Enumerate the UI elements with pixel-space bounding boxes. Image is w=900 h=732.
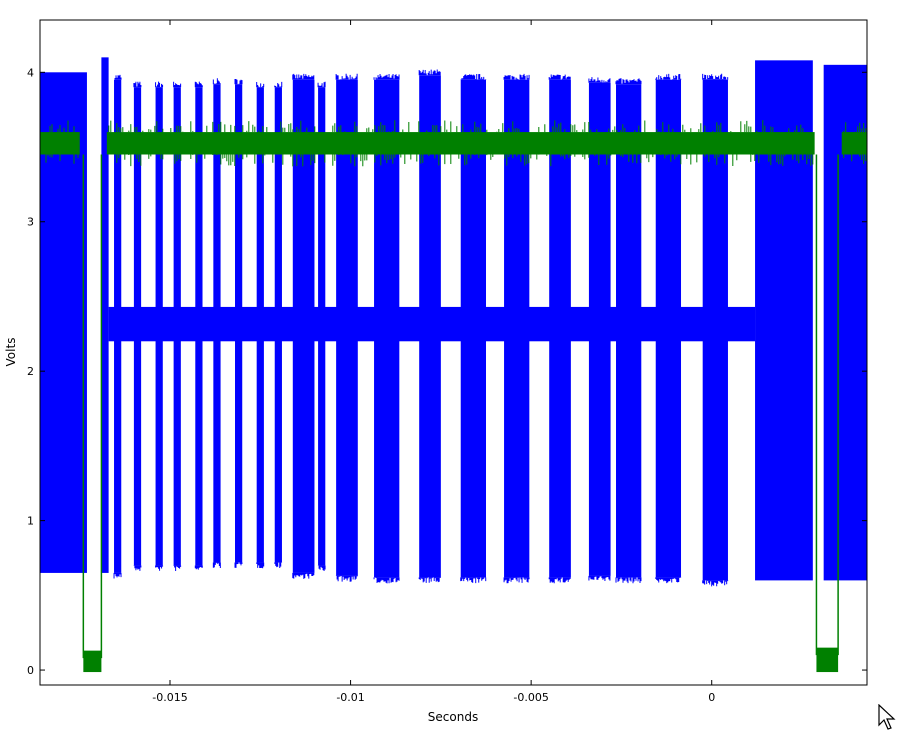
plot-background	[40, 20, 867, 685]
x-tick-label: -0.015	[152, 691, 187, 704]
blue-pulse-noise	[292, 73, 315, 579]
blue-pulse-noise	[335, 73, 358, 582]
blue-pulse-noise	[234, 78, 243, 568]
blue-pulse	[336, 79, 358, 576]
blue-pulse-noise	[133, 81, 142, 571]
blue-pulse-noise	[702, 73, 729, 587]
blue-pulse	[702, 79, 728, 581]
blue-pulse-noise	[173, 81, 182, 571]
blue-pulse-noise	[274, 81, 283, 568]
blue-pulse-noise	[194, 81, 203, 570]
series-blue	[40, 57, 867, 587]
blue-pulse	[133, 87, 142, 566]
blue-pulse-noise	[655, 73, 682, 584]
blue-pulse	[419, 75, 441, 578]
green-noise	[108, 120, 814, 167]
blue-pulse	[549, 79, 571, 578]
mouse-pointer-icon	[878, 704, 896, 730]
y-axis: 0 1 2 3 4	[27, 66, 867, 677]
blue-pulse-noise	[615, 78, 642, 584]
blue-pulse	[588, 82, 611, 576]
blue-pulse	[173, 87, 181, 566]
green-high-segment	[106, 132, 815, 155]
x-axis-title: Seconds	[428, 710, 478, 724]
green-noise	[843, 122, 867, 164]
y-tick-label: 1	[27, 515, 34, 528]
blue-block	[40, 72, 87, 573]
blue-pulse-noise	[503, 73, 530, 584]
y-tick-label: 3	[27, 216, 34, 229]
green-low-segment	[816, 647, 839, 673]
blue-pulse	[213, 84, 221, 563]
blue-pulse-noise	[588, 77, 611, 581]
y-tick-label: 0	[27, 664, 34, 677]
series-green	[39, 120, 867, 673]
blue-pulse	[155, 87, 163, 566]
blue-pulse	[655, 79, 682, 578]
blue-pulse-noise	[548, 74, 571, 584]
x-tick-label: 0	[708, 691, 715, 704]
blue-pulse	[256, 87, 264, 563]
blue-pulse	[195, 87, 203, 566]
blue-pulse-noise	[155, 81, 164, 571]
blue-pulse	[114, 79, 122, 573]
green-high-segment	[841, 132, 867, 155]
blue-pulse-noise	[373, 74, 400, 584]
y-axis-title: Volts	[4, 338, 18, 367]
blue-pulse-noise	[418, 69, 441, 583]
x-tick-label: -0.01	[336, 691, 364, 704]
blue-pulse	[616, 84, 642, 578]
blue-pulse	[235, 84, 243, 563]
y-tick-label: 2	[27, 365, 34, 378]
blue-pulse	[318, 87, 326, 566]
blue-pulse-noise	[212, 78, 221, 568]
blue-pulse	[292, 79, 315, 573]
green-low-segment	[83, 650, 102, 673]
x-axis: -0.015 -0.01 -0.005 0	[152, 20, 715, 704]
blue-pulse-noise	[460, 74, 487, 584]
blue-block	[101, 57, 109, 573]
y-tick-label: 4	[27, 66, 34, 79]
blue-pulse-noise	[317, 81, 326, 571]
x-tick-label: -0.005	[513, 691, 548, 704]
blue-pulse	[274, 87, 282, 563]
blue-pulse-noise	[113, 74, 122, 579]
blue-pulse-noise	[256, 81, 265, 569]
plot-frame	[39, 19, 868, 686]
green-high-segment	[40, 132, 80, 155]
